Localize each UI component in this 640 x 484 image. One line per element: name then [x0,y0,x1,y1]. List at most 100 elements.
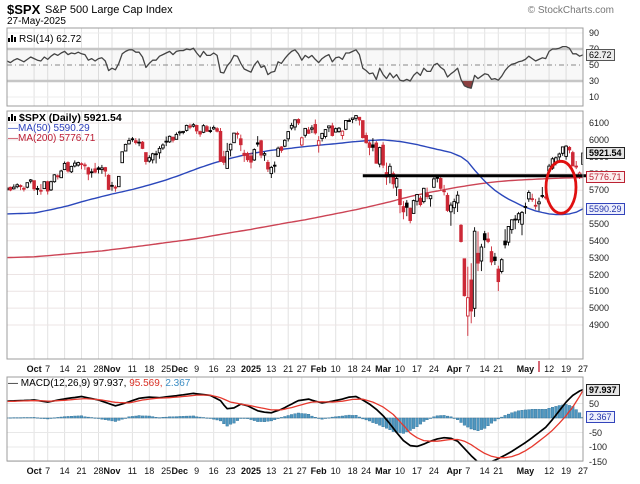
x-tick-label: 12 [544,364,555,374]
x-tick-label: 13 [266,364,277,374]
x-tick-label: 14 [479,364,490,374]
x-tick-label: 7 [45,364,51,374]
x-tick-label: 7 [45,466,51,476]
x-tick-label: Oct [26,466,42,476]
x-tick-label: 28 [93,466,104,476]
x-tick-label: 7 [465,466,471,476]
x-tick-label: 10 [330,466,341,476]
x-tick-label: 18 [347,364,358,374]
x-tick-label: Nov [103,466,121,476]
y-tick-label: 10 [589,92,600,102]
ma200-legend-label: —MA(200) 5776.71 [8,133,96,144]
x-tick-label: 27 [577,466,589,476]
macd-value: 97.937, [93,378,127,389]
axis-badge: 5776.71 [586,171,625,184]
y-tick-label: 90 [589,28,600,38]
x-tick-label: 13 [266,466,277,476]
x-tick-label: 2025 [240,364,262,374]
x-tick-label: 21 [493,466,504,476]
axis-badge: 97.937 [586,383,620,396]
x-tick-label: 24 [361,466,372,476]
x-tick-label: Mar [375,466,392,476]
x-tick-label: Oct [26,364,42,374]
copyright: © StockCharts.com [527,5,614,16]
page-title: S&P 500 Large Cap Index [45,4,173,16]
y-tick-label: 5100 [589,286,610,297]
x-tick-label: Feb [310,364,327,374]
indicator-icon [8,35,16,42]
x-tick-label: 17 [411,466,423,476]
x-tick-label: 21 [76,364,87,374]
x-tick-label: 28 [93,364,104,374]
x-tick-label: 18 [347,466,358,476]
x-tick-label: 27 [296,364,307,374]
y-tick-label: 5700 [589,185,610,196]
macd-legend-label: MACD(12,26,9) [20,378,91,389]
x-tick-label: 19 [561,466,572,476]
x-tick-label: 18 [144,466,155,476]
x-tick-label: 23 [225,364,236,374]
y-tick-label: 50 [589,398,600,409]
x-tick-label: 7 [465,364,471,374]
x-tick-label: 2025 [240,466,262,476]
x-tick-label: 27 [296,466,307,476]
y-tick-label: 30 [589,76,600,86]
y-tick-label: 5300 [589,252,610,263]
axis-badge: 5590.29 [586,202,625,215]
x-tick-label: 19 [561,364,572,374]
x-tick-label: Apr [446,466,462,476]
macd-legend: — MACD(12,26,9) 97.937, 95.569, 2.367 [8,378,191,390]
indicator-icon [8,114,16,121]
x-tick-label: 24 [428,466,439,476]
x-tick-label: 16 [208,364,219,374]
x-tick-label: 12 [544,466,555,476]
x-tick-label: 18 [144,364,155,374]
x-tick-label: 21 [493,364,504,374]
x-tick-label: Apr [446,364,462,374]
x-tick-label: Nov [103,364,121,374]
macd-signal-value: 95.569, [129,378,163,389]
y-tick-label: 50 [589,60,600,70]
x-tick-label: 24 [428,364,439,374]
y-tick-label: -50 [589,427,603,438]
x-tick-label: 10 [394,364,406,374]
chart-date: 27-May-2025 [7,16,66,27]
y-tick-label: 4900 [589,320,610,330]
x-tick-label: 9 [194,466,200,476]
y-tick-label: 5000 [589,303,610,314]
symbol: $SPX [7,2,41,17]
y-tick-label: -150 [589,456,608,467]
x-tick-label: 11 [127,466,138,476]
y-tick-label: 5200 [589,269,610,280]
y-tick-label: -100 [589,442,608,452]
x-tick-label: 14 [479,466,490,476]
x-tick-label: Dec [171,364,189,374]
y-tick-label: 5500 [589,219,610,229]
x-tick-label: 23 [225,466,236,476]
x-tick-label: 14 [59,364,70,374]
x-tick-label: Mar [375,364,392,374]
x-tick-label: May [516,466,535,476]
y-tick-label: 5400 [589,235,610,246]
x-tick-label: 17 [411,364,423,374]
y-tick-label: 6000 [589,134,610,145]
x-tick-label: 25 [161,466,172,476]
macd-line-swatch: — [8,378,18,389]
x-tick-label: 14 [59,466,70,476]
x-tick-label: 10 [394,466,406,476]
rsi-legend-label: RSI(14) 62.72 [19,34,82,45]
axis-badge: 62.72 [586,48,615,61]
axis-badge: 5921.54 [586,147,625,159]
x-tick-label: 16 [208,466,219,476]
price-legend-label: $SPX (Daily) 5921.54 [19,112,122,124]
y-tick-label: 6100 [589,118,610,128]
x-tick-label: Dec [171,466,189,476]
x-tick-label: 21 [76,466,87,476]
x-tick-label: 24 [361,364,372,374]
rsi-legend: RSI(14) 62.72 [8,34,81,46]
x-tick-label: 21 [283,364,294,374]
macd-hist-value: 2.367 [165,378,191,389]
x-tick-label: 27 [577,364,589,374]
